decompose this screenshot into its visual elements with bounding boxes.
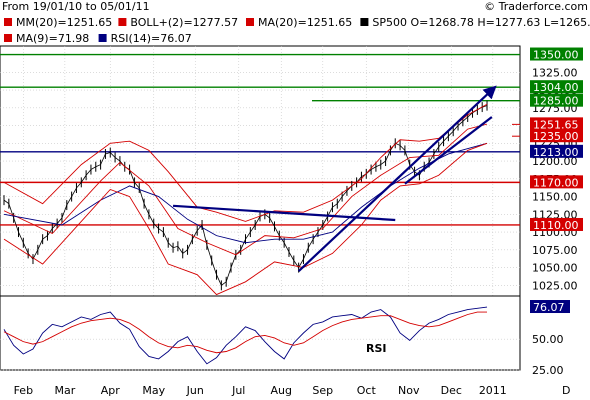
y-tick-label: 1075.00 [532, 244, 578, 257]
series-line [3, 142, 488, 296]
legend-item-1: BOLL+(2)=1277.57 [130, 16, 238, 29]
level-label-box [530, 129, 583, 143]
level-label-box [530, 144, 583, 158]
legend-swatch [4, 18, 12, 26]
legend-swatch [360, 18, 369, 26]
level-label: 1285.00 [533, 95, 579, 108]
legend-swatch [4, 34, 12, 42]
level-label-box [530, 47, 583, 61]
legend-item-3: SP500 O=1268.78 H=1277.63 L=1265. [372, 16, 590, 29]
x-tick-label: D [562, 384, 570, 397]
level-label-box [530, 93, 583, 107]
level-lines [0, 53, 520, 226]
level-label: 1304.00 [533, 81, 579, 94]
x-tick-label: Feb [14, 384, 33, 397]
y-tick-label: 1150.00 [532, 191, 578, 204]
price-series [3, 100, 488, 296]
x-tick-label: Sep [312, 384, 333, 397]
rsi-value-box [530, 300, 570, 314]
y-tick-label: 1050.00 [532, 262, 578, 275]
x-tick-label: Aug [271, 384, 292, 397]
y-tick-label: 1325.00 [532, 66, 578, 79]
y-tick-label: 1025.00 [532, 279, 578, 292]
credit-label: © Traderforce.com [484, 0, 588, 13]
rsi-tick-label: 25.00 [532, 364, 564, 377]
x-tick-label: 2011 [479, 384, 507, 397]
level-label-box [530, 175, 583, 189]
x-tick-label: May [142, 384, 165, 397]
level-label: 1350.00 [533, 49, 579, 62]
x-tick-label: Jun [186, 384, 204, 397]
time-axis: Feb Mar Apr May Jun Jul Aug Sep Oct Nov Dec 2011 D [14, 384, 571, 397]
level-label-box [530, 80, 583, 94]
rsi-value-label: 76.07 [533, 301, 565, 314]
price-line [3, 105, 488, 286]
level-label: 1235.00 [533, 130, 579, 143]
level-label-box [530, 217, 583, 231]
rsi-series-line [3, 311, 488, 354]
legend-swatch [246, 18, 254, 26]
x-tick-label: Jul [231, 384, 245, 397]
legend-item-2: MA(20)=1251.65 [258, 16, 352, 29]
price-panel [0, 45, 521, 297]
legend-item-0: MM(20)=1251.65 [16, 16, 112, 29]
level-label: 1213.00 [533, 146, 579, 159]
x-tick-label: Apr [101, 384, 121, 397]
rsi-tick-label: 50.00 [532, 333, 564, 346]
trend-line [172, 204, 396, 222]
trend-line [404, 116, 493, 185]
legend-swatch [118, 18, 127, 26]
y-tick-label: 1200.00 [532, 155, 578, 168]
x-tick-label: Dec [441, 384, 462, 397]
level-label: 1251.65 [533, 118, 579, 131]
legend-item-0: MA(9)=71.98 [16, 32, 89, 45]
x-tick-label: Nov [398, 384, 420, 397]
legend-item-1: RSI(14)=76.07 [111, 32, 192, 45]
level-label-box [530, 117, 583, 131]
date-range: From 19/01/10 to 05/01/11 [2, 0, 150, 13]
level-label: 1170.00 [533, 176, 579, 189]
x-tick-label: Oct [357, 384, 377, 397]
legend-row-2: MA(9)=71.98 RSI(14)=76.07 [4, 32, 192, 45]
legend-row-1: MM(20)=1251.65 BOLL+(2)=1277.57 MA(20)=125… [4, 16, 590, 29]
series-line [3, 103, 488, 222]
x-tick-label: Mar [54, 384, 75, 397]
level-label: 1110.00 [533, 219, 579, 232]
trend-lines [172, 85, 497, 272]
series-line [3, 142, 488, 244]
rsi-label: RSI [366, 342, 387, 355]
rsi-axis: 50.00 25.00 76.07 [530, 300, 570, 377]
rsi-panel [0, 295, 521, 371]
rsi-series-line [3, 306, 488, 365]
legend-swatch [98, 34, 107, 42]
trend-line [297, 85, 497, 272]
rsi-series [3, 306, 488, 365]
